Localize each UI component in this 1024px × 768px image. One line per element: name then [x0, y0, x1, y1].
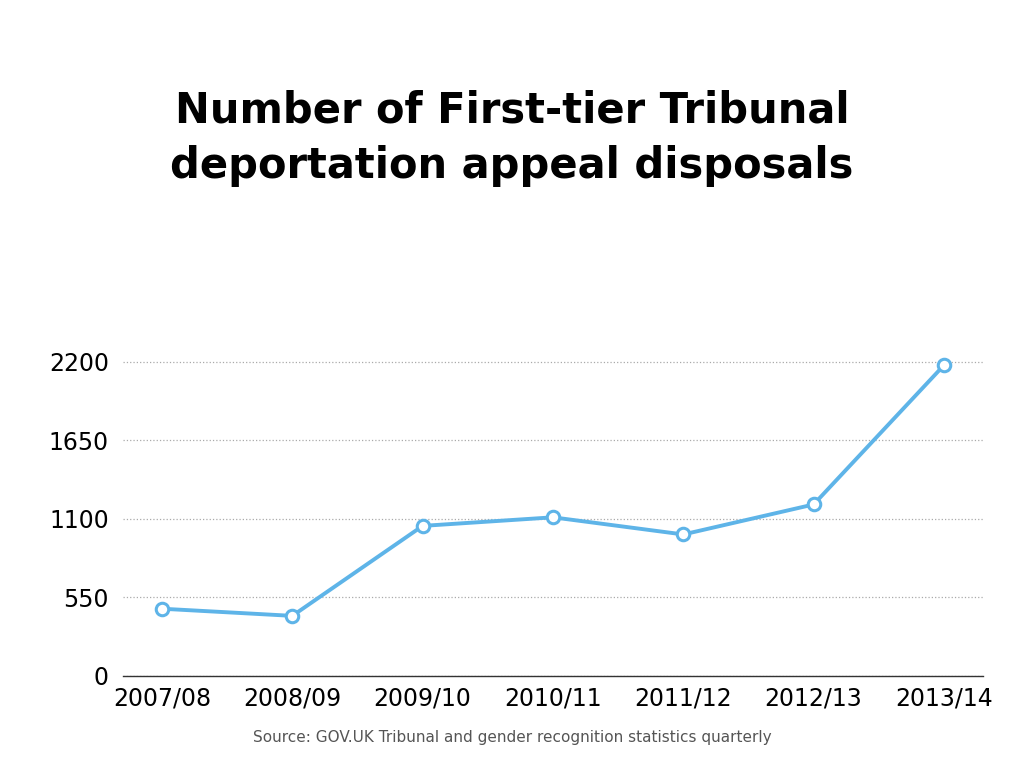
Text: Source: GOV.UK Tribunal and gender recognition statistics quarterly: Source: GOV.UK Tribunal and gender recog… [253, 730, 771, 745]
Text: Number of First-tier Tribunal
deportation appeal disposals: Number of First-tier Tribunal deportatio… [170, 90, 854, 187]
